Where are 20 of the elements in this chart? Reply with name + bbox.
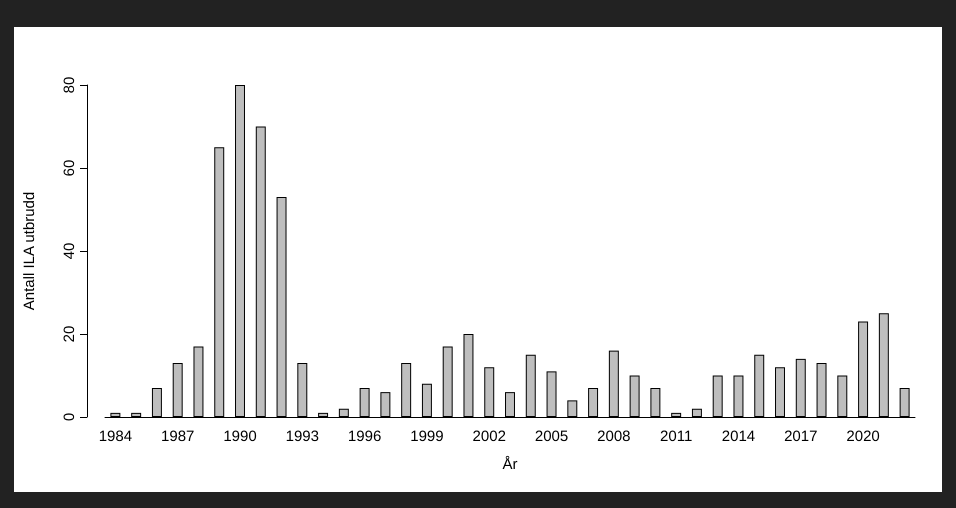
y-axis-title: Antall ILA utbrudd [21,192,38,310]
x-tick-label: 2017 [784,428,818,445]
y-tick-label: 60 [61,160,78,176]
y-tick-label: 0 [61,412,78,422]
x-tick-label: 2014 [722,428,756,445]
y-tick-label: 40 [61,242,78,260]
x-tick-label: 2002 [472,428,506,445]
x-tick-label: 2008 [597,428,631,445]
y-tick-label: 80 [61,76,78,94]
x-tick-label: 1987 [161,428,194,445]
x-tick-label: 2011 [660,428,692,445]
x-tick-label: 1993 [286,428,319,445]
x-tick-label: 1996 [348,428,382,445]
x-tick-label: 1999 [410,428,444,445]
x-tick-label: 1990 [223,428,257,445]
x-tick-label: 2020 [846,428,880,445]
x-tick-label: 2005 [534,428,568,445]
x-tick-label: 1984 [98,428,132,445]
y-tick-label: 20 [61,326,78,342]
x-axis-title: År [502,455,518,473]
